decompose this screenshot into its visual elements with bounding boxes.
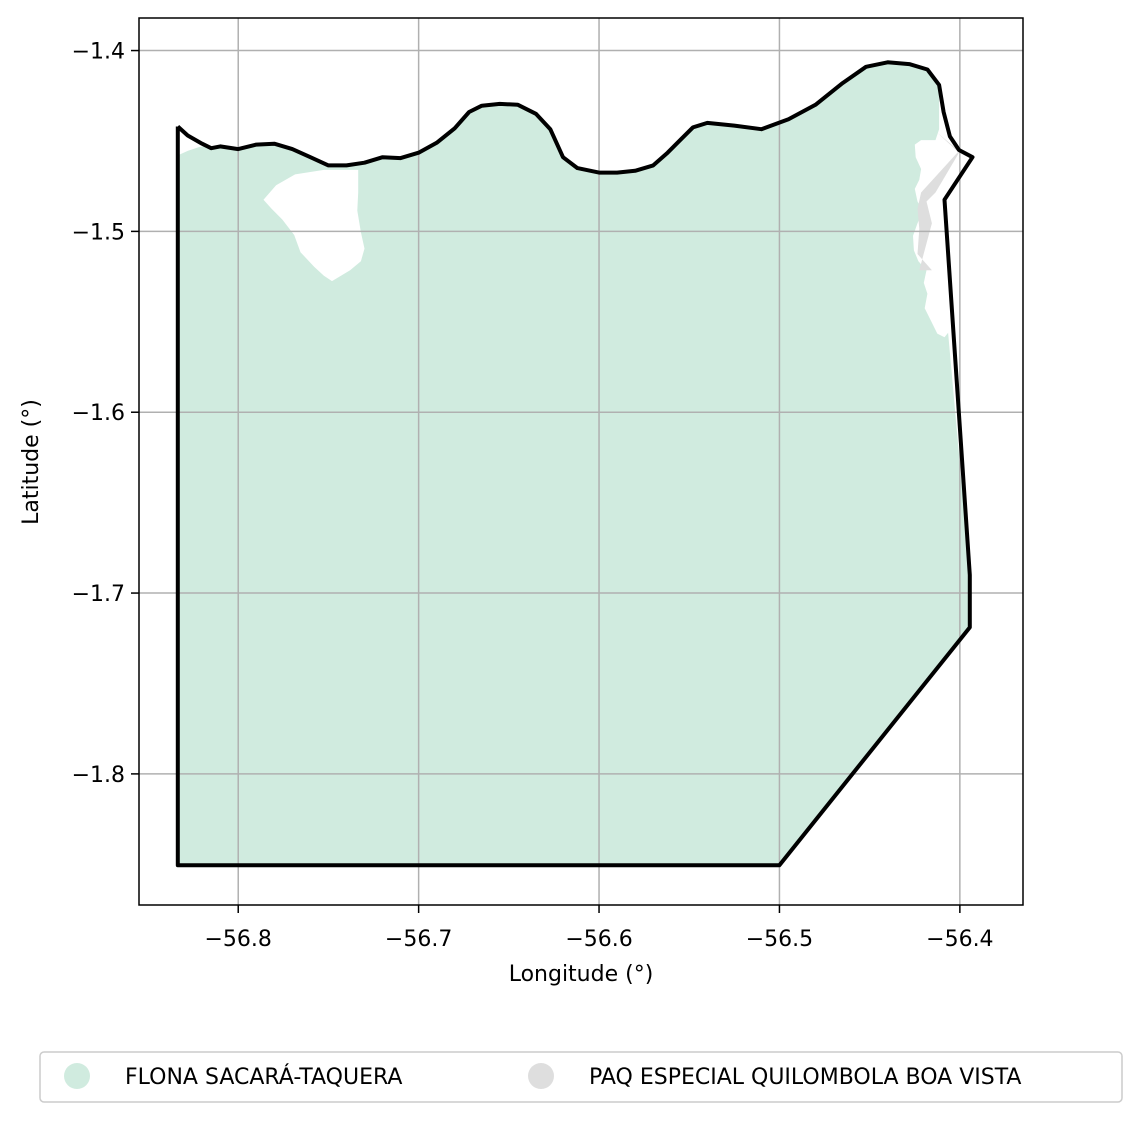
- x-tick-label: −56.6: [565, 927, 632, 952]
- x-axis-label: Longitude (°): [509, 962, 654, 987]
- x-axis-ticks: −56.8 −56.7 −56.6 −56.5 −56.4: [205, 905, 994, 952]
- legend-swatch-flona: [64, 1063, 90, 1089]
- legend-frame: [39, 1051, 1123, 1103]
- paq-quilombola-boa-vista-region: [917, 132, 959, 271]
- x-tick-label: −56.4: [926, 927, 993, 952]
- axes-frame: [138, 17, 1024, 906]
- legend-swatch-quilombola: [528, 1063, 554, 1089]
- y-tick-label: −1.4: [72, 40, 125, 65]
- y-tick-label: −1.7: [72, 582, 125, 607]
- legend-label-flona: FLONA SACARÁ-TAQUERA: [125, 1064, 402, 1090]
- y-tick-label: −1.6: [72, 401, 125, 426]
- y-axis-ticks: −1.4 −1.5 −1.6 −1.7 −1.8: [72, 40, 139, 788]
- boundary-outline: [175, 60, 975, 868]
- grid-lines: [139, 18, 1023, 905]
- x-tick-label: −56.7: [385, 927, 452, 952]
- x-tick-label: −56.8: [205, 927, 272, 952]
- legend-label-quilombola: PAQ ESPECIAL QUILOMBOLA BOA VISTA: [589, 1065, 1021, 1090]
- y-axis-label: Latitude (°): [19, 399, 44, 525]
- x-tick-label: −56.5: [746, 927, 813, 952]
- y-tick-label: −1.8: [72, 763, 125, 788]
- legend: FLONA SACARÁ-TAQUERA PAQ ESPECIAL QUILOM…: [39, 1051, 1123, 1103]
- flona-sacara-taquera-region: [177, 62, 970, 866]
- y-tick-label: −1.5: [72, 220, 125, 245]
